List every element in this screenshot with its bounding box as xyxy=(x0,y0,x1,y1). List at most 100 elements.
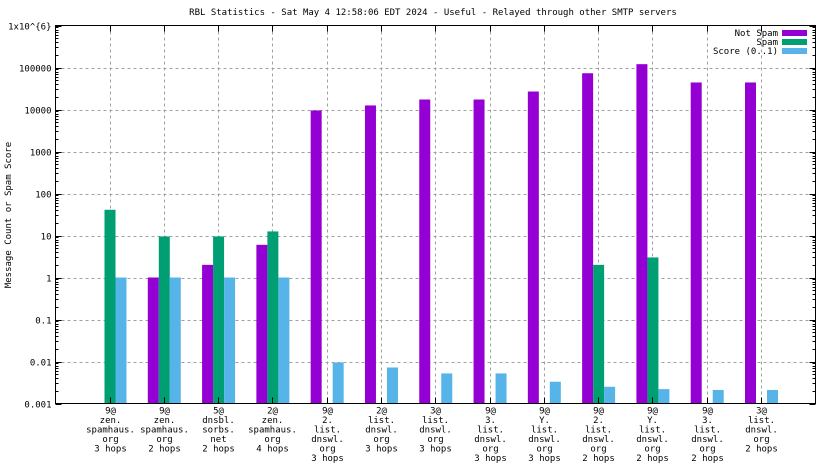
legend-label: Spam xyxy=(756,38,778,48)
x-tick-label-line: 2 hops xyxy=(636,454,669,464)
x-tick-label: 9@ zen. spamhaus. org 2 hops xyxy=(140,407,189,455)
x-tick-label: 9@ 3. list. dnswl. org 3 hops xyxy=(474,407,507,465)
bar-not-spam xyxy=(690,82,702,404)
x-tick-label-line: dnswl. xyxy=(582,435,615,445)
bar-score-0-1 xyxy=(386,367,398,404)
bar-not-spam xyxy=(582,73,594,404)
grid-lines xyxy=(55,25,816,404)
y-tick-label: 10 xyxy=(41,233,52,243)
bar-score-0-1 xyxy=(712,389,724,404)
chart-title: RBL Statistics - Sat May 4 12:58:06 EDT … xyxy=(189,8,677,18)
legend-swatch xyxy=(782,30,807,36)
x-tick-label: 2@ list. dnswl. org 3 hops xyxy=(365,407,398,455)
bar-not-spam xyxy=(745,82,756,404)
y-tick-label: 100000 xyxy=(19,65,52,75)
bar-spam xyxy=(158,236,170,404)
x-tick-label-line: zen. xyxy=(262,416,284,426)
x-tick-label: 9@ 3. list. dnswl. org 2 hops xyxy=(691,407,724,465)
bar-score-0-1 xyxy=(767,389,778,404)
x-tick-label-line: zen. xyxy=(154,416,176,426)
x-tick-label: 9@ 2. list. dnswl. org 2 hops xyxy=(582,407,615,465)
x-tick-label-line: spamhaus. xyxy=(140,426,189,436)
x-tick-label-line: 9@ xyxy=(322,407,333,417)
y-tick-label: 0.001 xyxy=(24,401,51,411)
x-tick-label-line: dnsbl. xyxy=(202,416,235,426)
x-tick-label-line: 9@ xyxy=(105,407,116,417)
legend-label: Not Spam xyxy=(735,29,778,39)
x-tick-label-line: net xyxy=(210,435,226,445)
x-tick-label-line: 2 hops xyxy=(148,445,181,455)
x-tick-label-line: dnswl. xyxy=(365,426,398,436)
x-tick-label-line: org xyxy=(590,445,606,455)
x-tick-label-line: list. xyxy=(422,416,449,426)
bar-score-0-1 xyxy=(441,373,453,404)
bar-not-spam xyxy=(202,264,214,404)
bar-not-spam xyxy=(636,64,648,404)
bar-not-spam xyxy=(527,91,539,404)
x-tick-label-line: 9@ xyxy=(593,407,604,417)
y-tick-label: 100 xyxy=(35,191,51,201)
x-tick-label-line: org xyxy=(699,445,715,455)
x-tick-label-line: 2 hops xyxy=(691,454,724,464)
bar-not-spam xyxy=(310,110,322,404)
bar-score-0-1 xyxy=(169,277,181,404)
x-tick-label-line: dnswl. xyxy=(691,435,724,445)
bar-spam xyxy=(104,209,116,404)
x-tick-label: 9@ zen. spamhaus. org 3 hops xyxy=(86,407,135,455)
bar-score-0-1 xyxy=(332,362,344,404)
x-tick-label-line: list. xyxy=(585,426,612,436)
x-tick-label: 2@ zen. spamhaus. org 4 hops xyxy=(248,407,297,455)
x-tick-label-line: 2. xyxy=(593,416,604,426)
x-tick-label-line: org xyxy=(644,445,660,455)
x-tick-label-line: 3. xyxy=(485,416,496,426)
x-tick-label-line: 3@ xyxy=(430,407,441,417)
x-tick-label-line: 9@ xyxy=(485,407,496,417)
bar-spam xyxy=(213,236,225,404)
x-tick-label-line: org xyxy=(482,445,498,455)
x-tick-label-line: org xyxy=(536,445,552,455)
x-tick-label-line: org xyxy=(753,435,769,445)
x-tick-label-line: dnswl. xyxy=(528,435,561,445)
x-tick-label-line: sorbs. xyxy=(202,426,235,436)
x-tick-label-line: 5@ xyxy=(213,407,224,417)
x-tick-label-line: 3 hops xyxy=(365,445,398,455)
x-tick-label: 9@ Y. list. dnswl. org 3 hops xyxy=(528,407,561,465)
legend-swatch xyxy=(782,39,807,45)
x-tick-label-line: dnswl. xyxy=(311,435,344,445)
bar-score-0-1 xyxy=(549,381,561,404)
x-tick-label-line: list. xyxy=(477,426,504,436)
x-tick-label: 3@ list. dnswl. org 3 hops xyxy=(419,407,452,455)
x-tick-label-line: 9@ xyxy=(539,407,550,417)
bar-spam xyxy=(267,231,279,404)
y-axis-label: Message Count or Spam Score xyxy=(4,142,14,288)
x-tick-label-line: 2@ xyxy=(267,407,278,417)
y-tick-label: 1 xyxy=(46,275,51,285)
x-tick-label: 9@ 2. list. dnswl. org 3 hops xyxy=(311,407,344,465)
x-tick-label-line: 9@ xyxy=(159,407,170,417)
x-tick-label-line: 3 hops xyxy=(94,445,127,455)
x-tick-label-line: org xyxy=(373,435,389,445)
x-tick-label-line: Y. xyxy=(647,416,658,426)
bars xyxy=(104,64,778,404)
bar-not-spam xyxy=(473,99,485,404)
bar-not-spam xyxy=(364,105,376,404)
x-tick-label-line: zen. xyxy=(100,416,122,426)
legend-swatch xyxy=(782,48,807,54)
x-tick-label: 5@ dnsbl. sorbs. net 2 hops xyxy=(202,407,235,455)
x-tick-label-line: 2 hops xyxy=(582,454,615,464)
x-tick-label-line: 3 hops xyxy=(419,445,452,455)
x-tick-label-line: org xyxy=(427,435,443,445)
bar-score-0-1 xyxy=(278,277,290,404)
x-tick-label-line: org xyxy=(102,435,118,445)
x-tick-label-line: 2 hops xyxy=(745,445,778,455)
x-tick-label-line: 3 hops xyxy=(311,454,344,464)
x-tick-label-line: list. xyxy=(531,426,558,436)
x-tick-label-line: dnswl. xyxy=(636,435,669,445)
x-tick-label-line: spamhaus. xyxy=(86,426,135,436)
x-tick-label-line: list. xyxy=(314,426,341,436)
x-tick-label-line: 9@ xyxy=(702,407,713,417)
x-tick-label-line: list. xyxy=(368,416,395,426)
bar-score-0-1 xyxy=(658,389,670,404)
